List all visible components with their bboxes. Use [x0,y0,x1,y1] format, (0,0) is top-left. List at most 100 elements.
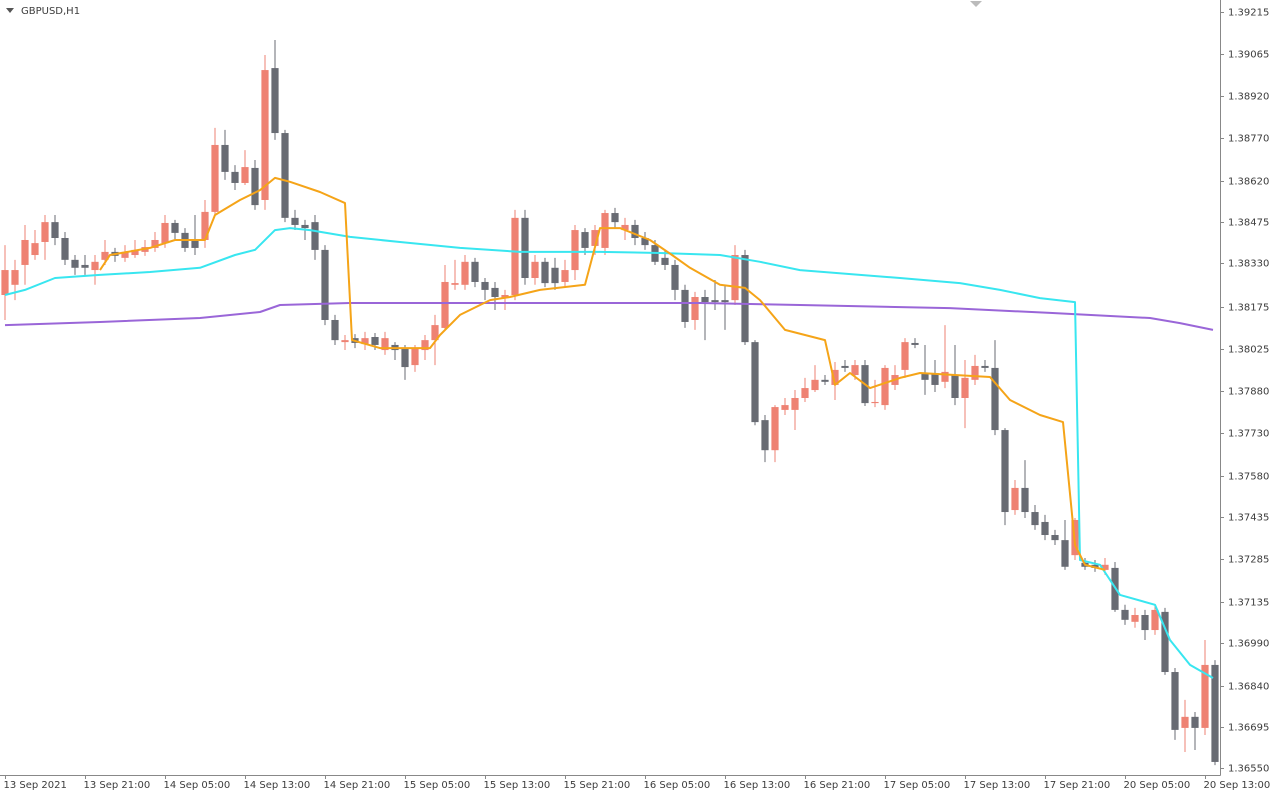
candle-body [91,261,99,271]
x-tick-label: 13 Sep 2021 [4,780,67,791]
candle-body [751,342,759,423]
y-tick-label: 1.38770 [1228,134,1269,145]
candle-body [711,300,719,303]
candle-body [251,167,259,206]
candle-body [31,243,39,256]
candle-body [1031,512,1039,526]
candle-body [881,367,889,406]
candle-body [461,261,469,285]
candle-body [691,297,699,320]
candle-body [401,348,409,368]
candle-body [541,261,549,284]
candle-body [731,255,739,301]
candle-body [311,222,319,250]
candle-body [1211,664,1219,762]
candle-body [1181,716,1189,728]
y-tick-label: 1.38475 [1228,218,1269,229]
candle-body [491,287,499,298]
x-tick-label: 13 Sep 21:00 [84,780,151,791]
candle-body [961,377,969,398]
candle-body [1051,535,1059,541]
candle-body [131,249,139,256]
candle-body [231,171,239,183]
candle-body [421,340,429,351]
candle-body [441,281,449,328]
candle-body [831,369,839,385]
candle-body [561,270,569,282]
candle-body [701,297,709,303]
candle-body [381,338,389,351]
candle-body [941,371,949,382]
x-tick-label: 20 Sep 05:00 [1124,780,1191,791]
candle-body [871,401,879,404]
x-tick-label: 15 Sep 05:00 [404,780,471,791]
candle-body [341,340,349,343]
candle-body [371,337,379,345]
candle-body [631,224,639,239]
candle-body [1,270,9,296]
x-tick-label: 16 Sep 13:00 [724,780,791,791]
x-tick-label: 14 Sep 13:00 [244,780,311,791]
candle-body [1141,615,1149,631]
chart-shift-marker [970,1,982,7]
candle-body [71,259,79,268]
candle-body [841,365,849,368]
candle-body [811,379,819,391]
candle-body [1001,430,1009,513]
x-tick-label: 17 Sep 21:00 [1044,780,1111,791]
candle-body [991,367,999,431]
candle-body [581,232,589,248]
candle-body [1151,609,1159,631]
y-tick-label: 1.38175 [1228,303,1269,314]
candle-body [821,379,829,382]
candle-body [1161,611,1169,673]
candle-body [361,338,369,345]
candle-body [81,264,89,268]
candle-body [761,420,769,451]
candle-body [271,68,279,134]
y-tick-label: 1.37580 [1228,472,1269,483]
plot-area [1,39,1219,766]
candle-body [301,224,309,229]
candle-body [931,373,939,385]
candle-body [1021,487,1029,513]
x-tick-label: 14 Sep 05:00 [164,780,231,791]
candle-body [851,365,859,376]
candle-body [901,342,909,370]
y-tick-label: 1.37730 [1228,429,1269,440]
candle-body [741,255,749,343]
candle-body [201,211,209,240]
candle-body [591,230,599,246]
indicator-line [4,227,1214,679]
candle-body [951,375,959,398]
y-tick-label: 1.38330 [1228,259,1269,270]
y-tick-label: 1.39215 [1228,8,1269,19]
x-tick-label: 15 Sep 13:00 [484,780,551,791]
candle-body [791,397,799,410]
candle-body [281,133,289,218]
candle-body [261,70,269,200]
candle-body [501,295,509,299]
indicator-line [4,302,1214,331]
candle-body [1041,521,1049,536]
candle-body [1101,564,1109,570]
y-tick-label: 1.37135 [1228,598,1269,609]
candle-body [1011,487,1019,511]
x-tick-label: 17 Sep 05:00 [884,780,951,791]
candle-body [571,230,579,271]
y-tick-label: 1.37285 [1228,555,1269,566]
y-tick-label: 1.38620 [1228,177,1269,188]
y-tick-label: 1.38025 [1228,345,1269,356]
candle-body [1061,540,1069,567]
candle-body [321,249,329,320]
candle-body [151,239,159,248]
candle-body [171,222,179,233]
indicator-line [99,176,1106,571]
symbol-menu-arrow[interactable] [6,8,14,13]
x-tick-label: 17 Sep 13:00 [964,780,1031,791]
candle-body [61,238,69,260]
candle-body [1171,672,1179,730]
y-tick-label: 1.36550 [1228,764,1269,775]
